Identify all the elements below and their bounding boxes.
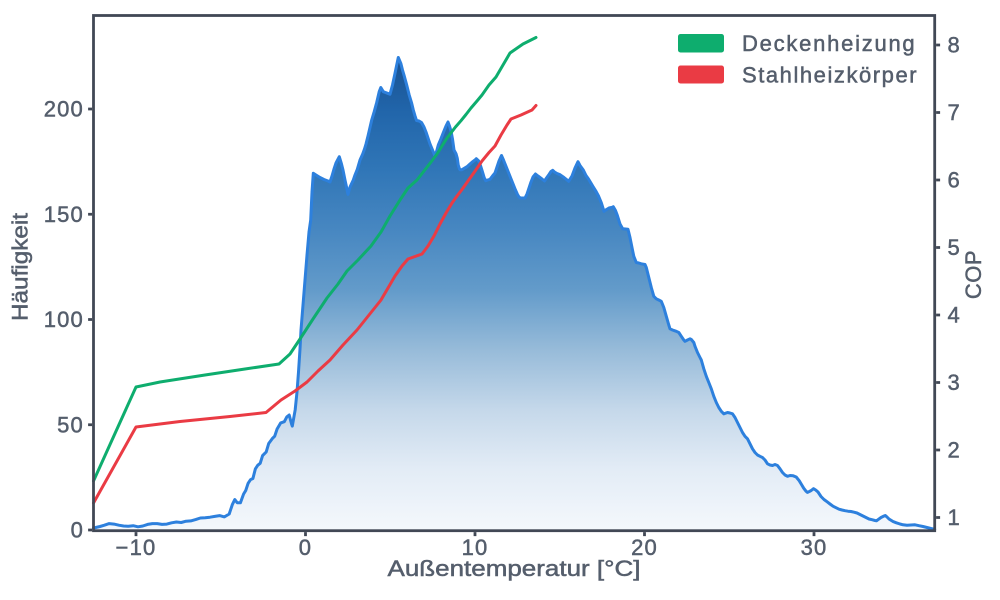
svg-text:150: 150	[44, 202, 84, 227]
svg-text:50: 50	[57, 412, 84, 437]
svg-text:5: 5	[948, 235, 960, 260]
svg-text:0: 0	[71, 518, 84, 543]
svg-text:0: 0	[299, 535, 312, 560]
svg-text:10: 10	[462, 535, 489, 560]
svg-text:7: 7	[948, 100, 960, 125]
svg-text:Stahlheizkörper: Stahlheizkörper	[742, 62, 918, 87]
svg-text:Häufigkeit: Häufigkeit	[8, 213, 33, 321]
svg-text:4: 4	[948, 303, 960, 328]
svg-text:1: 1	[948, 505, 960, 530]
svg-text:6: 6	[948, 168, 960, 193]
svg-text:Deckenheizung: Deckenheizung	[742, 31, 916, 56]
svg-text:3: 3	[948, 370, 960, 395]
svg-text:200: 200	[44, 97, 84, 122]
svg-text:−10: −10	[116, 535, 157, 560]
svg-text:100: 100	[44, 307, 84, 332]
svg-text:Außentemperatur [°C]: Außentemperatur [°C]	[388, 556, 641, 581]
svg-text:COP: COP	[961, 250, 986, 299]
svg-text:20: 20	[631, 535, 658, 560]
svg-text:2: 2	[948, 438, 960, 463]
svg-text:30: 30	[801, 535, 828, 560]
svg-text:8: 8	[948, 33, 960, 58]
